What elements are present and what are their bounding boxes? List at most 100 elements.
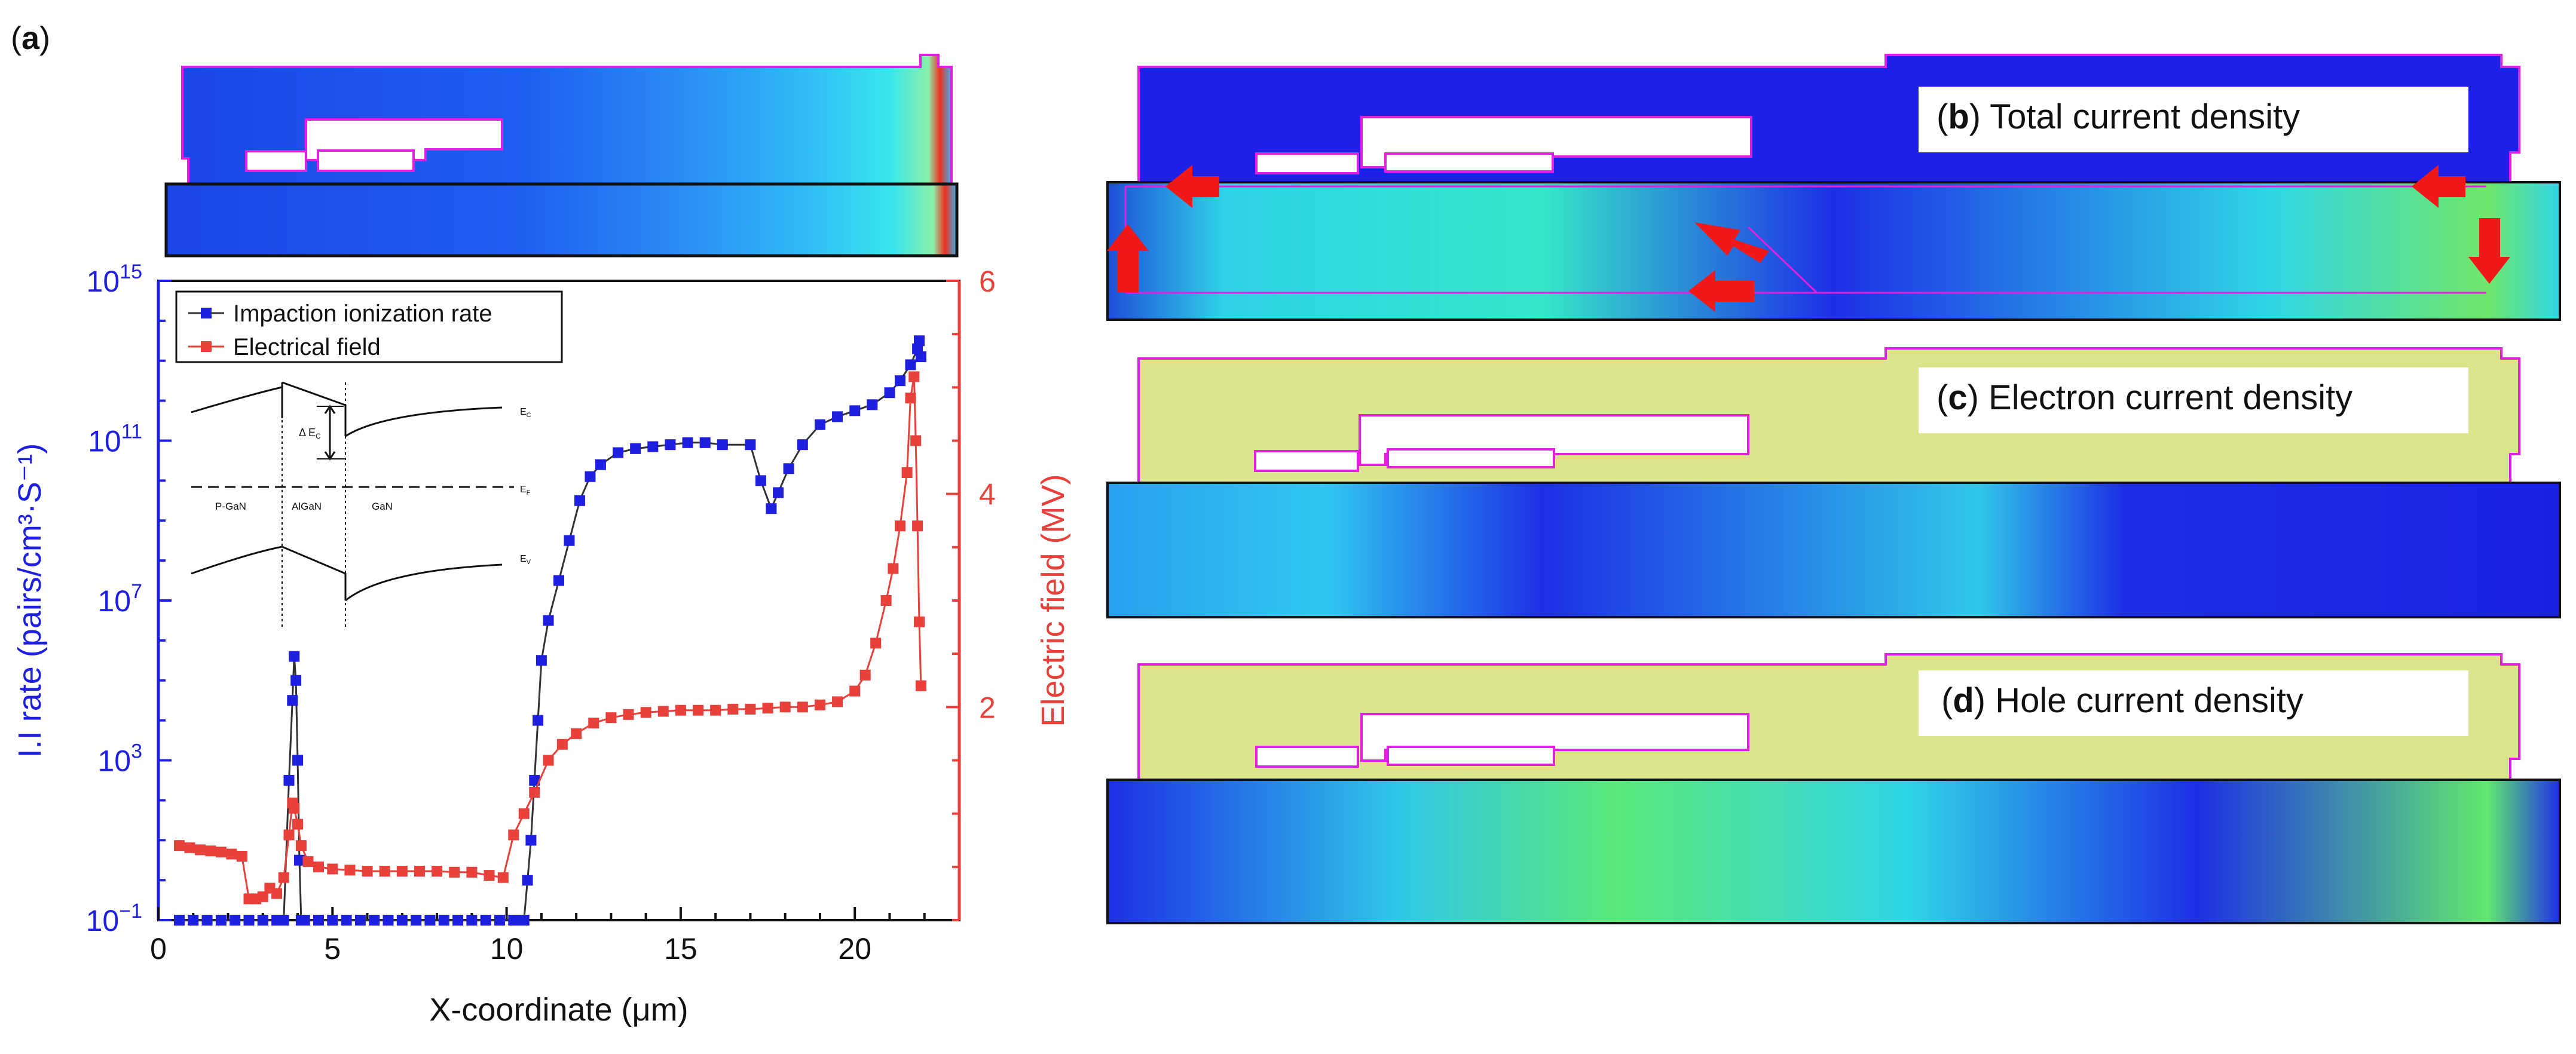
data-point-electric-field [414, 865, 425, 877]
arrow-mid-bottom [1688, 270, 1754, 312]
data-point-ii-rate [665, 439, 676, 451]
legend: Impaction ionization rate Electrical fie… [175, 290, 563, 363]
data-point-ii-rate [564, 535, 575, 546]
arrow-left-top-1 [1165, 165, 1219, 208]
legend-label-ii: Impaction ionization rate [233, 301, 492, 327]
data-point-electric-field [327, 863, 338, 875]
data-point-ii-rate [480, 915, 491, 926]
data-point-electric-field [518, 808, 530, 819]
x-tick-label: 0 [150, 932, 167, 966]
data-point-electric-field [623, 709, 634, 720]
device-d-left-contact [1255, 746, 1359, 768]
y-left-tick-label: 1015 [87, 261, 142, 298]
data-point-electric-field [588, 718, 599, 729]
data-point-ii-rate [173, 915, 185, 926]
data-point-ii-rate [257, 915, 268, 926]
data-point-ii-rate [894, 375, 905, 387]
data-point-ii-rate [595, 459, 606, 470]
data-point-ii-rate [452, 915, 464, 926]
data-point-electric-field [859, 669, 871, 681]
data-point-ii-rate [755, 475, 766, 486]
panel-a-label: (a) [11, 20, 50, 56]
panel-c-label-box [1919, 367, 2468, 433]
device-c-left-contact [1254, 450, 1359, 472]
data-point-electric-field [543, 755, 554, 766]
data-point-electric-field [727, 703, 739, 715]
data-point-electric-field [344, 865, 356, 876]
data-point-electric-field [278, 872, 289, 883]
device-b-mid-contact [1384, 152, 1554, 173]
data-point-ii-rate [243, 915, 255, 926]
data-point-ii-rate [466, 915, 478, 926]
panel-b-label: (b) Total current density [1936, 97, 2300, 136]
data-point-electric-field [292, 819, 304, 830]
data-point-electric-field [832, 696, 843, 707]
current-flow-arrows [1107, 165, 2510, 312]
data-point-ii-rate [529, 774, 540, 786]
y-right-tick-label: 6 [979, 265, 996, 298]
data-point-electric-field [173, 840, 185, 851]
data-point-electric-field [362, 865, 373, 877]
data-point-electric-field [226, 848, 237, 860]
panel-c-label: (c) Electron current density [1936, 378, 2352, 417]
algan-label: AlGaN [292, 501, 322, 512]
data-point-ii-rate [699, 437, 711, 448]
y-right-axis-title: Electric field (MV) [1035, 474, 1071, 727]
conduction-band-left [191, 386, 283, 413]
data-point-electric-field [894, 520, 905, 532]
data-point-electric-field [194, 844, 206, 856]
data-point-ii-rate [536, 655, 547, 666]
data-point-ii-rate [915, 351, 926, 363]
panel-d-label-box [1919, 670, 2468, 736]
data-point-electric-field [914, 616, 925, 627]
device-a-mid-contact [317, 149, 415, 172]
plot-frame [157, 280, 960, 921]
data-point-electric-field [571, 728, 582, 739]
data-point-electric-field [529, 787, 540, 798]
valence-band-left [191, 546, 283, 575]
panel-b: (b) Total current density [1106, 54, 2561, 321]
data-point-electric-field [870, 638, 882, 649]
data-point-electric-field [466, 866, 478, 878]
data-point-electric-field [497, 872, 509, 883]
data-point-electric-field [313, 861, 324, 872]
data-point-ii-rate [884, 387, 895, 399]
data-point-ii-rate [525, 835, 537, 846]
data-point-ii-rate [773, 487, 784, 498]
data-point-electric-field [905, 393, 916, 404]
data-point-ii-rate [313, 915, 324, 926]
y-left-tick-label: 10−1 [86, 900, 142, 937]
y-right-tick-label: 4 [979, 478, 996, 511]
data-point-ii-rate [849, 405, 861, 416]
device-d-mid-contact [1387, 746, 1555, 766]
data-point-electric-field [396, 865, 408, 877]
data-point-ii-rate [293, 854, 305, 866]
ev-label: EV [520, 554, 531, 566]
data-point-electric-field [432, 865, 443, 877]
y-left-axis-title: I.I rate (pairs/cm³·S⁻¹) [12, 443, 48, 758]
panel-b-label-box [1919, 87, 2468, 152]
gan-label: GaN [372, 501, 393, 512]
data-point-electric-field [205, 845, 216, 857]
data-point-ii-rate [797, 439, 808, 451]
arrow-up-left [1107, 224, 1149, 293]
data-point-electric-field [236, 851, 247, 862]
data-point-ii-rate [290, 675, 302, 686]
legend-box [175, 290, 563, 363]
data-point-ii-rate [327, 915, 338, 926]
data-point-electric-field [215, 846, 227, 857]
data-point-electric-field [888, 563, 899, 574]
device-b-left-contact [1255, 152, 1359, 174]
legend-marker-ii [201, 308, 212, 318]
data-point-electric-field [910, 435, 922, 446]
legend-marker-ef [201, 341, 212, 352]
data-point-ii-rate [299, 915, 310, 926]
data-point-ii-rate [522, 875, 533, 886]
data-point-electric-field [814, 699, 825, 710]
data-point-electric-field [257, 891, 268, 902]
x-axis-title: X-coordinate (μm) [429, 992, 688, 1028]
data-point-ii-rate [717, 439, 728, 451]
device-c-substrate [1106, 482, 2561, 618]
data-point-electric-field [915, 680, 926, 691]
